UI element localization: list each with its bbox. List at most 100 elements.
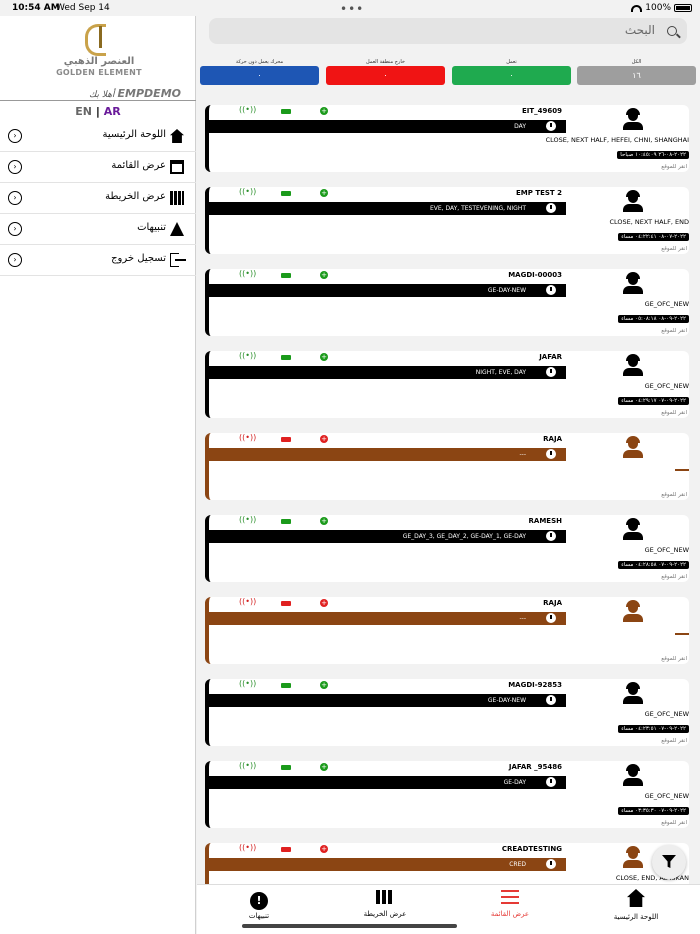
shift-band: GE_DAY_3, GE_DAY_2, GE-DAY_1, GE-DAY [209, 530, 566, 543]
employee-name: JAFAR _95486 [508, 763, 562, 771]
worker-icon [623, 518, 643, 540]
chevron-right-icon: › [8, 129, 22, 143]
location-link[interactable]: انقر للموقع [661, 492, 687, 498]
geofence-text: GE_OFC_NEW [644, 710, 689, 718]
welcome-text: أهلا بك [88, 90, 115, 100]
sidebar-item-logout[interactable]: › تسجيل خروج [0, 245, 196, 276]
worker-icon [623, 354, 643, 376]
filter-title: الكل [631, 59, 642, 65]
employee-card[interactable]: ((•)) + EIT_49609 DAY CLOSE, NEXT HALF, HEFE… [205, 105, 689, 172]
map-icon [376, 890, 394, 904]
filter-title: خارج منطقة العمل [366, 59, 405, 65]
clock-icon [546, 859, 556, 869]
employee-name: RAJA [543, 599, 562, 607]
shift-band: DAY [209, 120, 566, 133]
tab-dashboard[interactable]: اللوحة الرئيسية [586, 889, 686, 921]
employee-card[interactable]: ((•)) + MAGDI-00003 GE-DAY-NEW GE_OFC_NEW ٢٠٢… [205, 269, 689, 336]
status-filters: الكل ١٦ تعمل ٠ خارج منطقة العمل ٠ محرك ي… [200, 58, 698, 86]
clock-icon [546, 203, 556, 213]
employee-name: EMP TEST 2 [516, 189, 562, 197]
location-link[interactable]: انقر للموقع [661, 328, 687, 334]
sidebar-item-label: تسجيل خروج [111, 253, 166, 264]
clock-icon [546, 695, 556, 705]
search-bar[interactable]: البحث [209, 18, 687, 44]
list-icon [170, 160, 184, 174]
search-input[interactable]: البحث [624, 23, 655, 37]
sidebar: العنصر الذهبي GOLDEN ELEMENT أهلا بك EMP… [0, 16, 196, 934]
lang-en-button[interactable]: EN [75, 105, 93, 118]
battery-status-icon [281, 519, 291, 524]
employee-card[interactable]: ((•)) + RAJA --- انقر للموقع [205, 597, 689, 664]
sidebar-item-list-view[interactable]: › عرض القائمة [0, 152, 196, 183]
home-indicator[interactable] [242, 924, 457, 928]
location-link[interactable]: انقر للموقع [661, 574, 687, 580]
alert-icon: ! [250, 892, 268, 910]
sidebar-item-alerts[interactable]: › تنبيهات [0, 214, 196, 245]
home-icon [170, 129, 184, 143]
tab-alerts[interactable]: ! تنبيهات [209, 889, 309, 920]
wifi-icon [631, 4, 643, 12]
status-date: Wed Sep 14 [56, 3, 110, 13]
employee-card[interactable]: ((•)) + RAMESH GE_DAY_3, GE_DAY_2, GE-DAY_1… [205, 515, 689, 582]
status-bar: 10:54 AM Wed Sep 14 100% [0, 0, 700, 16]
employee-card[interactable]: ((•)) + JAFAR _95486 GE-DAY GE_OFC_NEW ٢٠٢٢-٠… [205, 761, 689, 828]
location-link[interactable]: انقر للموقع [661, 738, 687, 744]
filter-all[interactable]: الكل ١٦ [577, 58, 696, 86]
location-link[interactable]: انقر للموقع [661, 820, 687, 826]
filter-count[interactable]: ٠ [452, 66, 571, 85]
multitask-dots-icon[interactable]: ••• [340, 2, 365, 16]
employee-card[interactable]: ((•)) + EMP TEST 2 EVE, DAY, TESTEVENING, N… [205, 187, 689, 254]
location-link[interactable]: انقر للموقع [661, 656, 687, 662]
shift-band: GE-DAY-NEW [209, 694, 566, 707]
employee-name: RAMESH [528, 517, 562, 525]
clock-icon [546, 367, 556, 377]
filter-button[interactable] [652, 845, 686, 879]
chevron-right-icon: › [8, 191, 22, 205]
warning-icon [170, 222, 184, 236]
location-link[interactable]: انقر للموقع [661, 246, 687, 252]
sidebar-item-map-view[interactable]: › عرض الخريطة [0, 183, 196, 214]
tab-list-view[interactable]: عرض القائمة [460, 889, 560, 918]
status-plus-icon: + [320, 763, 328, 771]
clock-icon [546, 449, 556, 459]
last-update-time: ٢٠٢٢-٠٩-٠٧ ٠٣:٣٥:٣٠ مساء [618, 807, 689, 815]
signal-icon: ((•)) [239, 187, 257, 196]
tab-map-view[interactable]: عرض الخريطة [335, 889, 435, 918]
worker-icon [623, 190, 643, 212]
username: EMPDEMO [117, 87, 181, 100]
filter-count[interactable]: ١٦ [577, 66, 696, 85]
geofence-text: GE_OFC_NEW [644, 792, 689, 800]
employee-card[interactable]: ((•)) + MAGDI-92853 GE-DAY-NEW GE_OFC_NEW ٢٠٢… [205, 679, 689, 746]
location-link[interactable]: انقر للموقع [661, 410, 687, 416]
worker-icon [623, 108, 643, 130]
clock-icon [546, 613, 556, 623]
location-link[interactable]: انقر للموقع [661, 164, 687, 170]
employee-card[interactable]: ((•)) + RAJA --- انقر للموقع [205, 433, 689, 500]
sidebar-item-dashboard[interactable]: › اللوحة الرئيسية [0, 121, 196, 152]
clock-icon [546, 285, 556, 295]
divider [0, 100, 196, 101]
last-update-time: ٢٠٢٢-٠٩-٠٨ ٠٥:٠٨:١٨ مساء [618, 315, 689, 323]
filter-count[interactable]: ٠ [200, 66, 319, 85]
filter-idle[interactable]: محرك يعمل دون حركة ٠ [200, 58, 319, 86]
welcome-line: أهلا بك EMPDEMO [89, 87, 181, 100]
status-plus-icon: + [320, 681, 328, 689]
lang-ar-button[interactable]: AR [103, 105, 121, 118]
filter-count[interactable]: ٠ [326, 66, 445, 85]
last-update-time: ٢٠٢٢-٠٨-٢٦ ١٠:٤٥:٠٩ صباحا [617, 151, 689, 159]
battery-status-icon [281, 273, 291, 278]
worker-icon [623, 764, 643, 786]
offline-bar [675, 469, 689, 471]
filter-outside-zone[interactable]: خارج منطقة العمل ٠ [326, 58, 445, 86]
status-plus-icon: + [320, 517, 328, 525]
status-plus-icon: + [320, 353, 328, 361]
filter-working[interactable]: تعمل ٠ [452, 58, 571, 86]
battery-status-icon [281, 355, 291, 360]
worker-icon [623, 600, 643, 622]
employee-card[interactable]: ((•)) + JAFAR NIGHT, EVE, DAY GE_OFC_NEW ٢٠٢٢… [205, 351, 689, 418]
worker-icon [623, 436, 643, 458]
sidebar-menu: › اللوحة الرئيسية › عرض القائمة › عرض ال… [0, 121, 196, 276]
shift-band: GE-DAY [209, 776, 566, 789]
search-icon [667, 26, 677, 36]
clock-icon [546, 121, 556, 131]
